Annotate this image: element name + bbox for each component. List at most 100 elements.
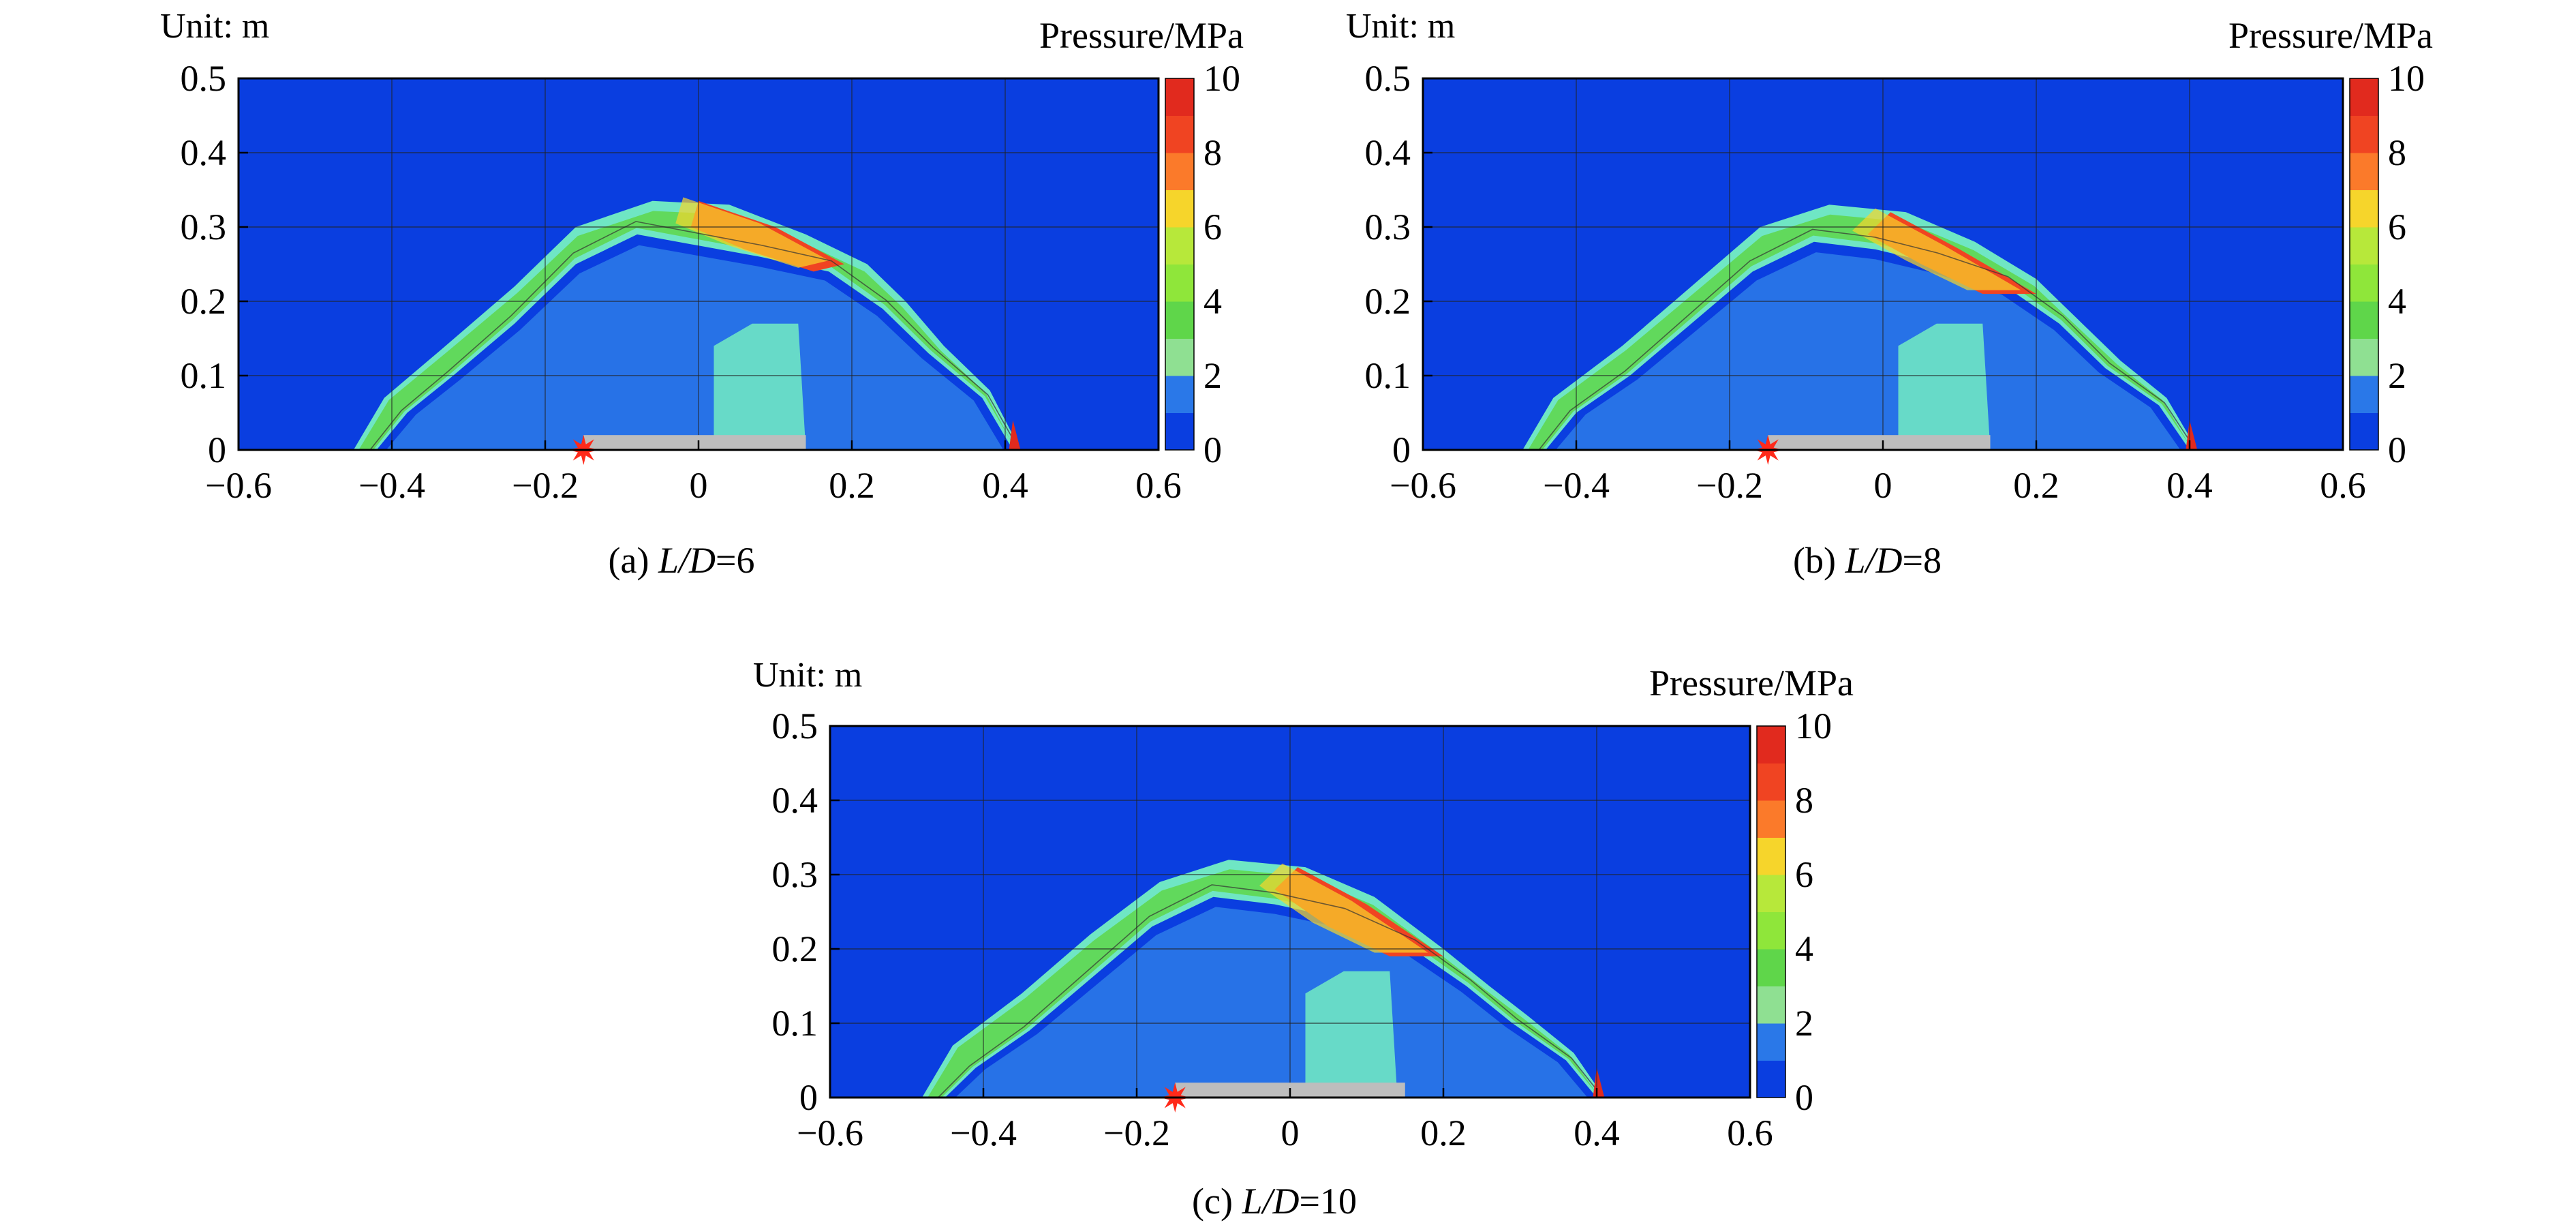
y-tick-label: 0: [1392, 429, 1411, 470]
mid-pressure-layer: [1528, 214, 2193, 450]
colorbar-level: [2350, 153, 2378, 190]
colorbar-level: [2350, 227, 2378, 264]
colorbar-level: [1165, 115, 1194, 153]
x-tick-label: −0.4: [358, 465, 425, 506]
caption-prefix: (c): [1192, 1181, 1242, 1222]
caption-value: =6: [716, 540, 754, 581]
caption-variable: L/D: [1844, 540, 1902, 581]
colorbar-tick-label: 10: [2388, 58, 2425, 99]
colorbar-tick-label: 10: [1795, 706, 1832, 746]
x-tick-label: −0.2: [1103, 1113, 1170, 1153]
colorbar-tick-label: 6: [1795, 854, 1813, 895]
colorbar-level: [2350, 190, 2378, 228]
colorbar-tick-label: 4: [2388, 281, 2406, 322]
x-tick-label: 0.4: [1574, 1113, 1620, 1153]
reflection-tip: [2186, 420, 2198, 450]
y-tick-label: 0.2: [181, 281, 227, 322]
grid: [830, 726, 1750, 1098]
x-tick-label: 0: [1281, 1113, 1300, 1153]
colorbar-level: [1165, 412, 1194, 451]
front-line: [1538, 228, 2196, 450]
colorbar-level: [1165, 301, 1194, 339]
colorbar-tick-label: 0: [2388, 429, 2406, 470]
colorbar-tick-label: 10: [1203, 58, 1240, 99]
shock-band: [353, 200, 1021, 450]
colorbar-level: [1165, 227, 1194, 264]
colorbar-tick-label: 6: [2388, 207, 2406, 247]
x-tick-label: −0.4: [1543, 465, 1610, 506]
colorbar-level: [2350, 78, 2378, 116]
x-tick-label: −0.6: [1390, 465, 1456, 506]
mid-pressure-layer: [927, 869, 1600, 1098]
colorbar-title: Pressure/MPa: [2228, 15, 2433, 56]
high-pressure-rim: [1852, 208, 2021, 290]
colorbar-tick-label: 0: [1203, 429, 1222, 470]
expansion-region: [386, 245, 1004, 450]
colorbar-level: [1757, 726, 1785, 763]
colorbar-tick-label: 2: [1203, 355, 1222, 396]
colorbar-tick-label: 0: [1795, 1077, 1813, 1118]
y-tick-label: 0.4: [772, 780, 818, 821]
y-tick-label: 0.1: [181, 355, 227, 396]
x-tick-label: 0.2: [2013, 465, 2059, 506]
colorbar: 0 2 4 6 8 10: [1756, 706, 1832, 1118]
colorbar-level: [1165, 376, 1194, 413]
caption-value: =10: [1300, 1181, 1357, 1222]
colorbar-level: [2350, 376, 2378, 413]
panel-caption: (c) L/D=10: [1192, 1181, 1357, 1222]
x-tick-label: 0.2: [1420, 1113, 1467, 1153]
colorbar-level: [1757, 875, 1785, 912]
caption-prefix: (b): [1793, 540, 1845, 581]
x-tick-label: 0.6: [1727, 1113, 1773, 1153]
colorbar-title: Pressure/MPa: [1039, 15, 1244, 56]
contour-plot: −0.6 −0.4 −0.2 0 0.2 0.4 0.6 0 0.1 0.2 0.3 0.4 0.5: [181, 58, 1182, 506]
y-tick-label: 0.5: [772, 706, 818, 746]
colorbar-frame: [2349, 78, 2379, 451]
field-contours: [922, 860, 1605, 1098]
unit-label: Unit: m: [753, 656, 862, 695]
x-tick-label: 0.4: [2166, 465, 2213, 506]
colorbar-level: [1757, 1060, 1785, 1098]
colorbar-level: [2350, 301, 2378, 339]
colorbar-level: [1165, 78, 1194, 116]
colorbar: 0 2 4 6 8 10: [2349, 58, 2425, 470]
panel-c: Unit: m Pressure/MPa −0.6 −0.4 −0.2 0 0.2 0.4…: [753, 656, 1854, 1222]
y-tick-label: 0: [208, 429, 226, 470]
colorbar-level: [1757, 986, 1785, 1024]
colorbar-tick-label: 4: [1203, 281, 1222, 322]
field-contours: [1522, 205, 2198, 450]
colorbar-tick-label: 8: [2388, 132, 2406, 173]
reflection-tip: [1593, 1068, 1605, 1098]
colorbar: 0 2 4 6 8 10: [1165, 58, 1240, 470]
central-lobe: [714, 323, 806, 450]
y-tick-label: 0.3: [1365, 207, 1411, 247]
colorbar-tick-label: 8: [1795, 780, 1813, 821]
caption-variable: L/D: [1241, 1181, 1299, 1222]
x-tick-label: 0.6: [1135, 465, 1182, 506]
y-tick-label: 0.2: [1365, 281, 1411, 322]
high-pressure-rim: [675, 197, 829, 268]
x-tick-label: 0.4: [982, 465, 1028, 506]
panel-caption: (b) L/D=8: [1793, 540, 1942, 581]
y-tick-label: 0.3: [772, 854, 818, 895]
axes: −0.6 −0.4 −0.2 0 0.2 0.4 0.6 0 0.1 0.2 0.3 0.4 0.5: [772, 706, 1773, 1153]
y-tick-label: 0.2: [772, 928, 818, 969]
colorbar-title: Pressure/MPa: [1649, 663, 1854, 704]
colorbar-level: [1757, 800, 1785, 838]
grid: [1423, 78, 2343, 450]
colorbar-level: [2350, 338, 2378, 376]
unit-label: Unit: m: [160, 7, 269, 46]
colorbar-tick-label: 2: [1795, 1003, 1813, 1044]
colorbar-level: [1165, 264, 1194, 302]
colorbar-level: [1165, 338, 1194, 376]
x-tick-label: 0.2: [829, 465, 875, 506]
reflection-tip: [1009, 420, 1021, 450]
y-tick-label: 0.5: [181, 58, 227, 99]
y-tick-label: 0.1: [1365, 355, 1411, 396]
grid: [239, 78, 1159, 450]
x-tick-label: 0: [1874, 465, 1892, 506]
colorbar-frame: [1165, 78, 1195, 451]
caption-variable: L/D: [658, 540, 716, 581]
caption-prefix: (a): [609, 540, 658, 581]
